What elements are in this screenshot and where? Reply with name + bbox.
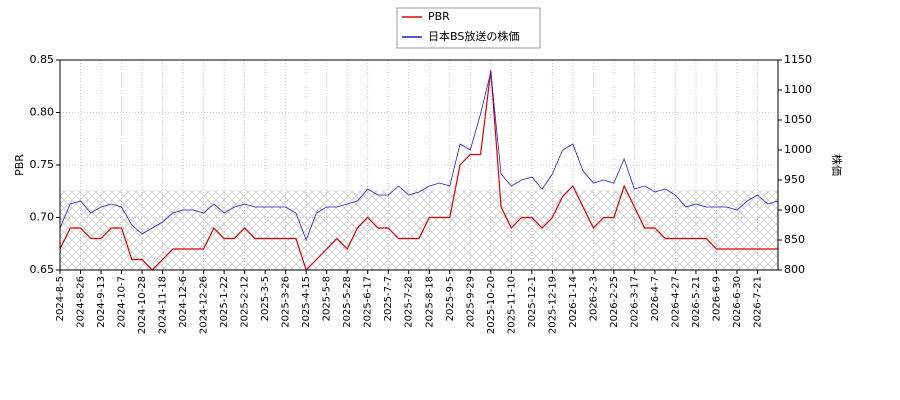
x-tick-label: 2025-5-8	[322, 276, 333, 321]
x-tick-label: 2025-3-5	[260, 276, 271, 321]
x-tick-label: 2026-7-21	[752, 276, 763, 328]
x-tick-label: 2026-2-25	[609, 276, 620, 328]
x-tick-label: 2025-7-28	[404, 276, 415, 328]
y-tick-label: 0.70	[30, 211, 55, 224]
y2-tick-label: 1050	[784, 113, 812, 126]
x-tick-label: 2025-2-12	[240, 276, 251, 328]
y2-axis-label: 株価	[830, 154, 844, 176]
x-tick-label: 2025-7-7	[383, 276, 394, 321]
legend-label: 日本BS放送の株価	[428, 29, 519, 43]
y2-tick-label: 1000	[784, 143, 812, 156]
x-tick-label: 2025-12-1	[527, 276, 538, 328]
y-tick-label: 0.65	[30, 263, 55, 276]
x-tick-label: 2025-6-17	[363, 276, 374, 328]
y2-tick-label: 800	[784, 263, 805, 276]
series-line	[59, 71, 779, 242]
y2-tick-label: 1100	[784, 83, 812, 96]
x-tick-label: 2025-8-18	[424, 276, 435, 328]
series-line	[59, 70, 778, 272]
x-tick-label: 2025-12-19	[547, 276, 558, 334]
x-tick-label: 2025-9-5	[445, 276, 456, 321]
legend-label: PBR	[428, 10, 450, 23]
y2-tick-label: 950	[784, 173, 805, 186]
x-tick-label: 2024-10-7	[117, 276, 128, 328]
y2-tick-label: 900	[784, 203, 805, 216]
x-tick-label: 2026-6-9	[711, 276, 722, 321]
y2-tick-label: 850	[784, 233, 805, 246]
x-tick-label: 2026-1-14	[568, 276, 579, 328]
x-tick-label: 2026-6-30	[732, 276, 743, 328]
x-tick-label: 2024-11-18	[158, 276, 169, 334]
y-tick-label: 0.75	[30, 158, 55, 171]
x-tick-label: 2024-9-13	[96, 276, 107, 328]
x-tick-label: 2025-1-22	[219, 276, 230, 328]
x-tick-label: 2025-10-20	[486, 276, 497, 334]
x-tick-label: 2025-3-26	[281, 276, 292, 328]
legend	[396, 7, 541, 49]
x-tick-label: 2024-12-6	[178, 276, 189, 328]
x-tick-label: 2025-5-28	[342, 276, 353, 328]
x-tick-label: 2025-9-29	[465, 276, 476, 328]
x-tick-label: 2026-2-3	[588, 276, 599, 321]
y2-tick-label: 1150	[784, 53, 812, 66]
x-tick-label: 2024-8-26	[76, 276, 87, 328]
x-tick-label: 2026-4-7	[650, 276, 661, 321]
x-tick-label: 2024-10-28	[137, 276, 148, 334]
y-tick-label: 0.80	[30, 106, 55, 119]
y-axis-label: PBR	[13, 154, 26, 176]
x-tick-label: 2024-8-5	[55, 276, 66, 321]
x-tick-label: 2025-4-15	[301, 276, 312, 328]
x-tick-label: 2026-4-27	[670, 276, 681, 328]
x-tick-label: 2026-3-17	[629, 276, 640, 328]
x-tick-label: 2025-11-10	[506, 276, 517, 334]
x-tick-label: 2026-5-21	[691, 276, 702, 328]
x-tick-label: 2024-12-26	[199, 276, 210, 334]
hatched-band	[60, 190, 778, 270]
y-tick-label: 0.85	[30, 53, 55, 66]
